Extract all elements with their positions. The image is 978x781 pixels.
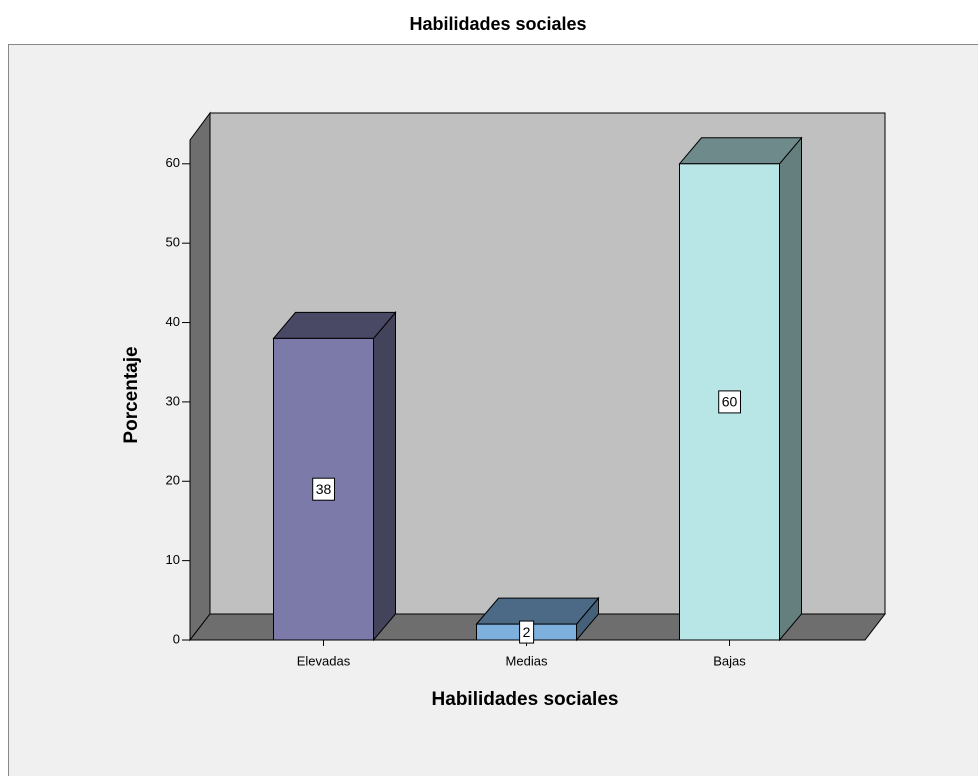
x-tick-label: Medias [506,653,548,668]
y-tick-label: 10 [166,552,180,567]
y-tick-label: 0 [173,631,180,646]
value-label: 38 [316,481,332,497]
y-axis-title: Porcentaje [121,346,142,443]
bar-side [374,312,396,640]
bar-top [477,598,599,624]
bar-top [274,312,396,338]
y-tick-label: 30 [166,393,180,408]
y-tick-label: 40 [166,314,180,329]
bar-top [680,138,802,164]
side-wall [190,113,210,640]
x-axis-title: Habilidades sociales [432,689,619,710]
value-label: 60 [722,394,738,410]
bar-side [780,138,802,640]
chart-title: Habilidades sociales [409,14,586,34]
x-tick-label: Elevadas [297,653,351,668]
value-label: 2 [523,624,531,640]
y-tick-label: 20 [166,473,180,488]
y-tick-label: 60 [166,155,180,170]
x-tick-label: Bajas [713,653,746,668]
y-tick-label: 50 [166,235,180,250]
